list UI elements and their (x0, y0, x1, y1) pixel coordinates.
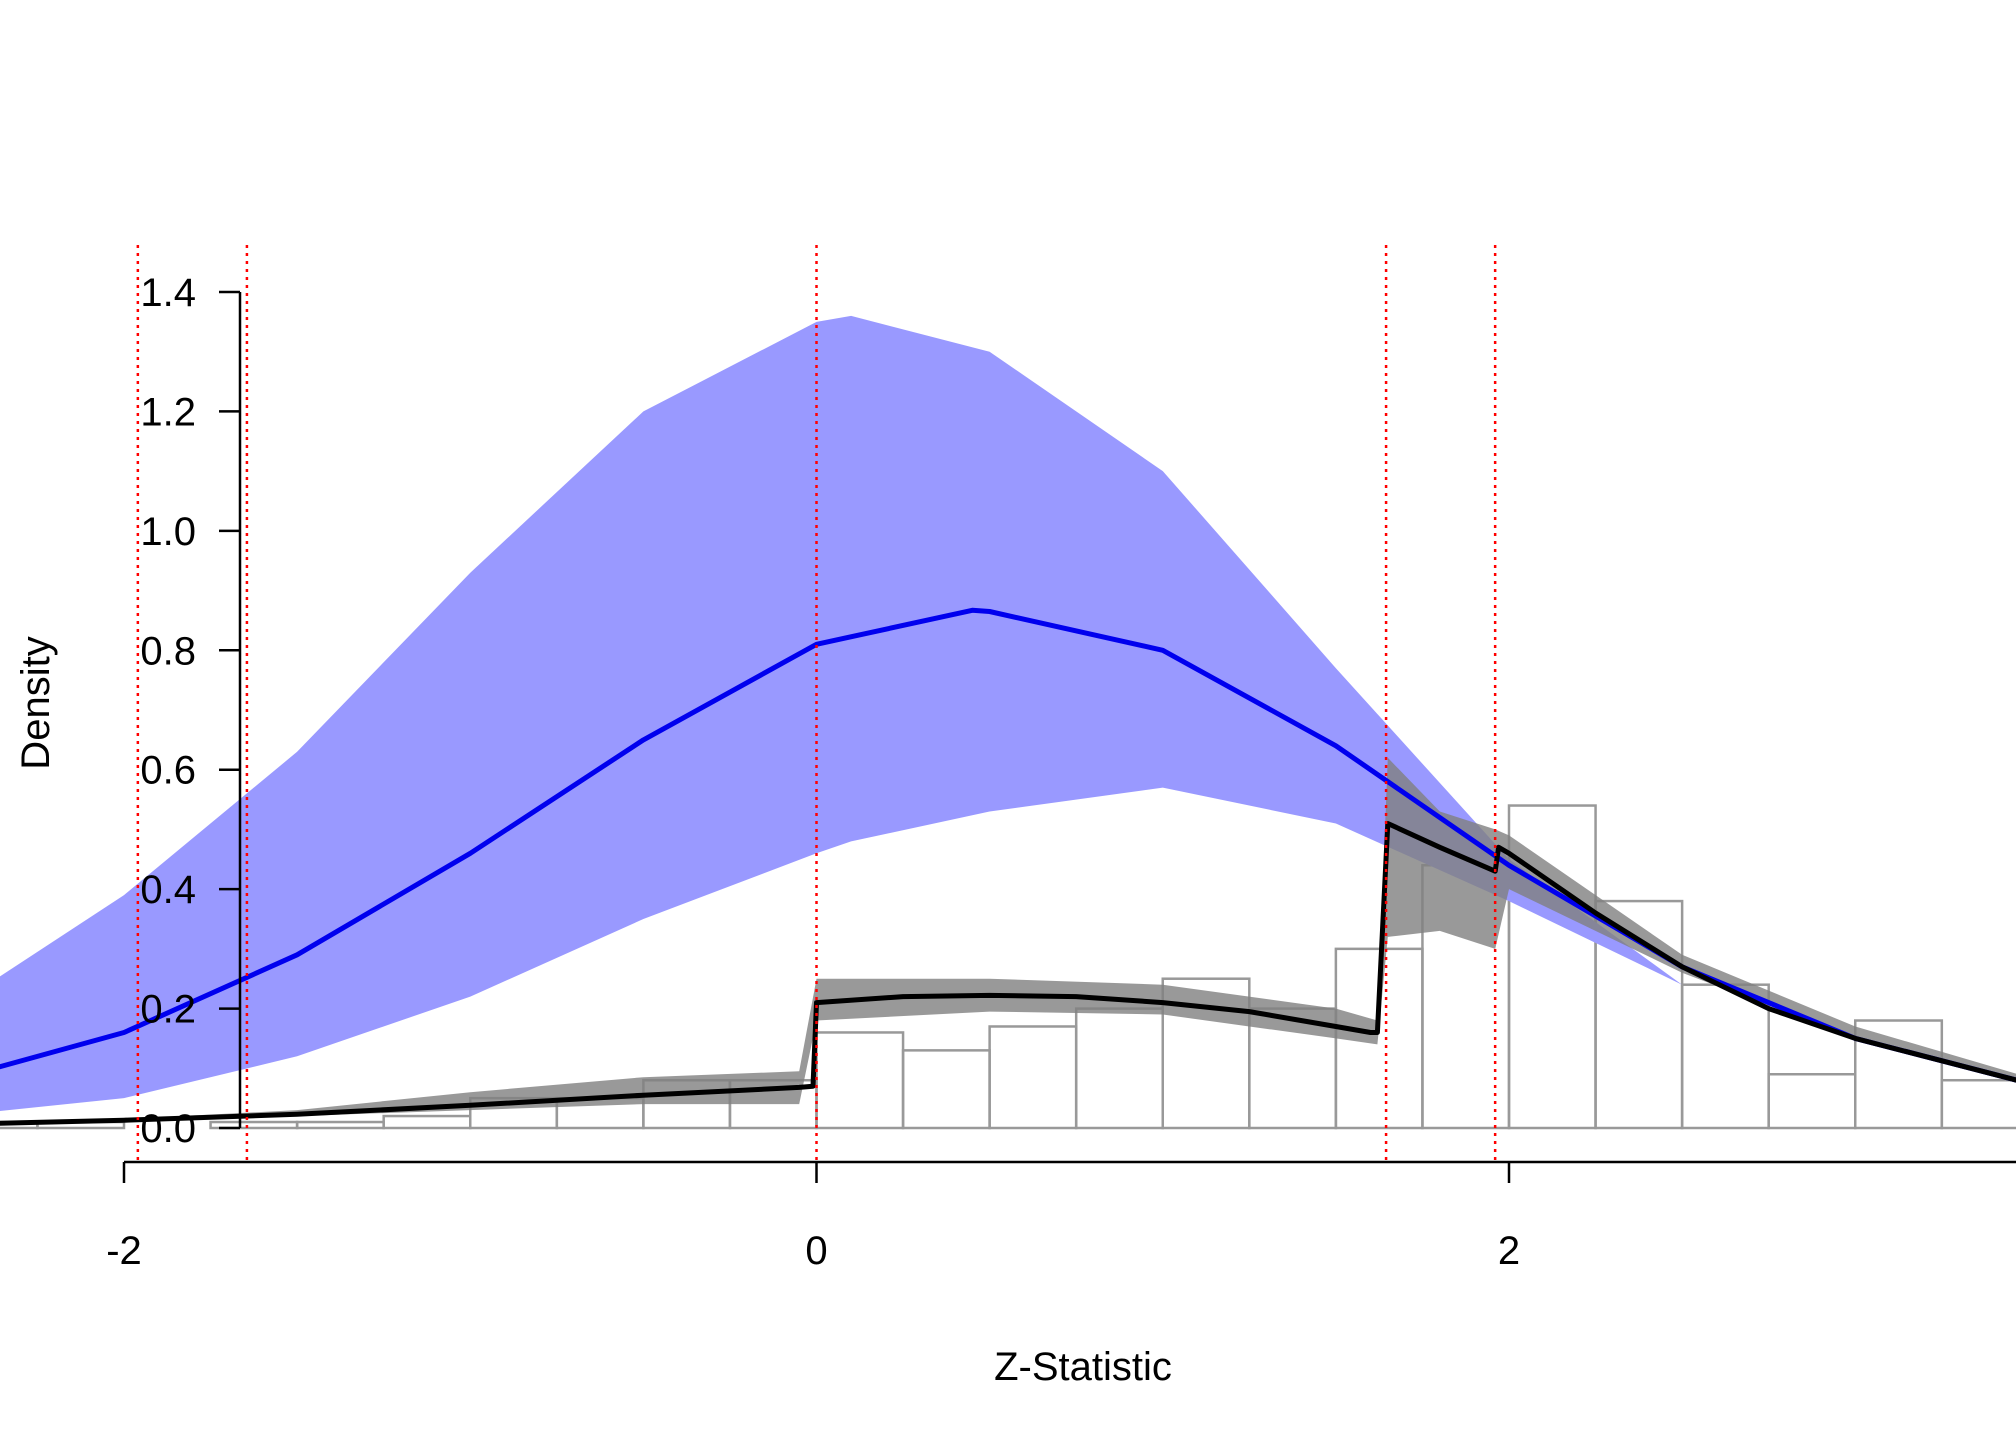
y-tick-label: 0.8 (140, 629, 196, 673)
y-tick-label: 0.0 (140, 1107, 196, 1151)
x-tick-label: 0 (805, 1229, 827, 1273)
black-band-area (0, 757, 2016, 1125)
blue-band-area (0, 315, 2016, 1111)
black-confidence-band (0, 757, 2016, 1125)
y-tick-label: 1.2 (140, 390, 196, 434)
reference-lines (136, 245, 1497, 1162)
y-tick-label: 0.4 (140, 868, 196, 912)
x-tick-label: -2 (106, 1229, 142, 1273)
histogram-bar (1940, 1078, 2016, 1130)
y-tick-label: 1.0 (140, 510, 196, 554)
blue-density-curve (0, 607, 2016, 1083)
y-tick-label: 1.4 (140, 271, 196, 315)
blue-curve-line (0, 607, 2016, 1083)
histogram-bar (1854, 1019, 1944, 1130)
y-tick-label: 0.2 (140, 988, 196, 1032)
black-curve-line (0, 821, 2016, 1126)
y-axis-title: Density (14, 636, 58, 769)
black-density-curve (0, 821, 2016, 1126)
y-tick-label: 0.6 (140, 749, 196, 793)
x-axis-title: Z-Statistic (994, 1345, 1172, 1389)
axes: 0.00.20.40.60.81.01.21.4-20246 (106, 271, 2016, 1273)
x-tick-label: 2 (1498, 1229, 1520, 1273)
blue-confidence-band (0, 315, 2016, 1111)
